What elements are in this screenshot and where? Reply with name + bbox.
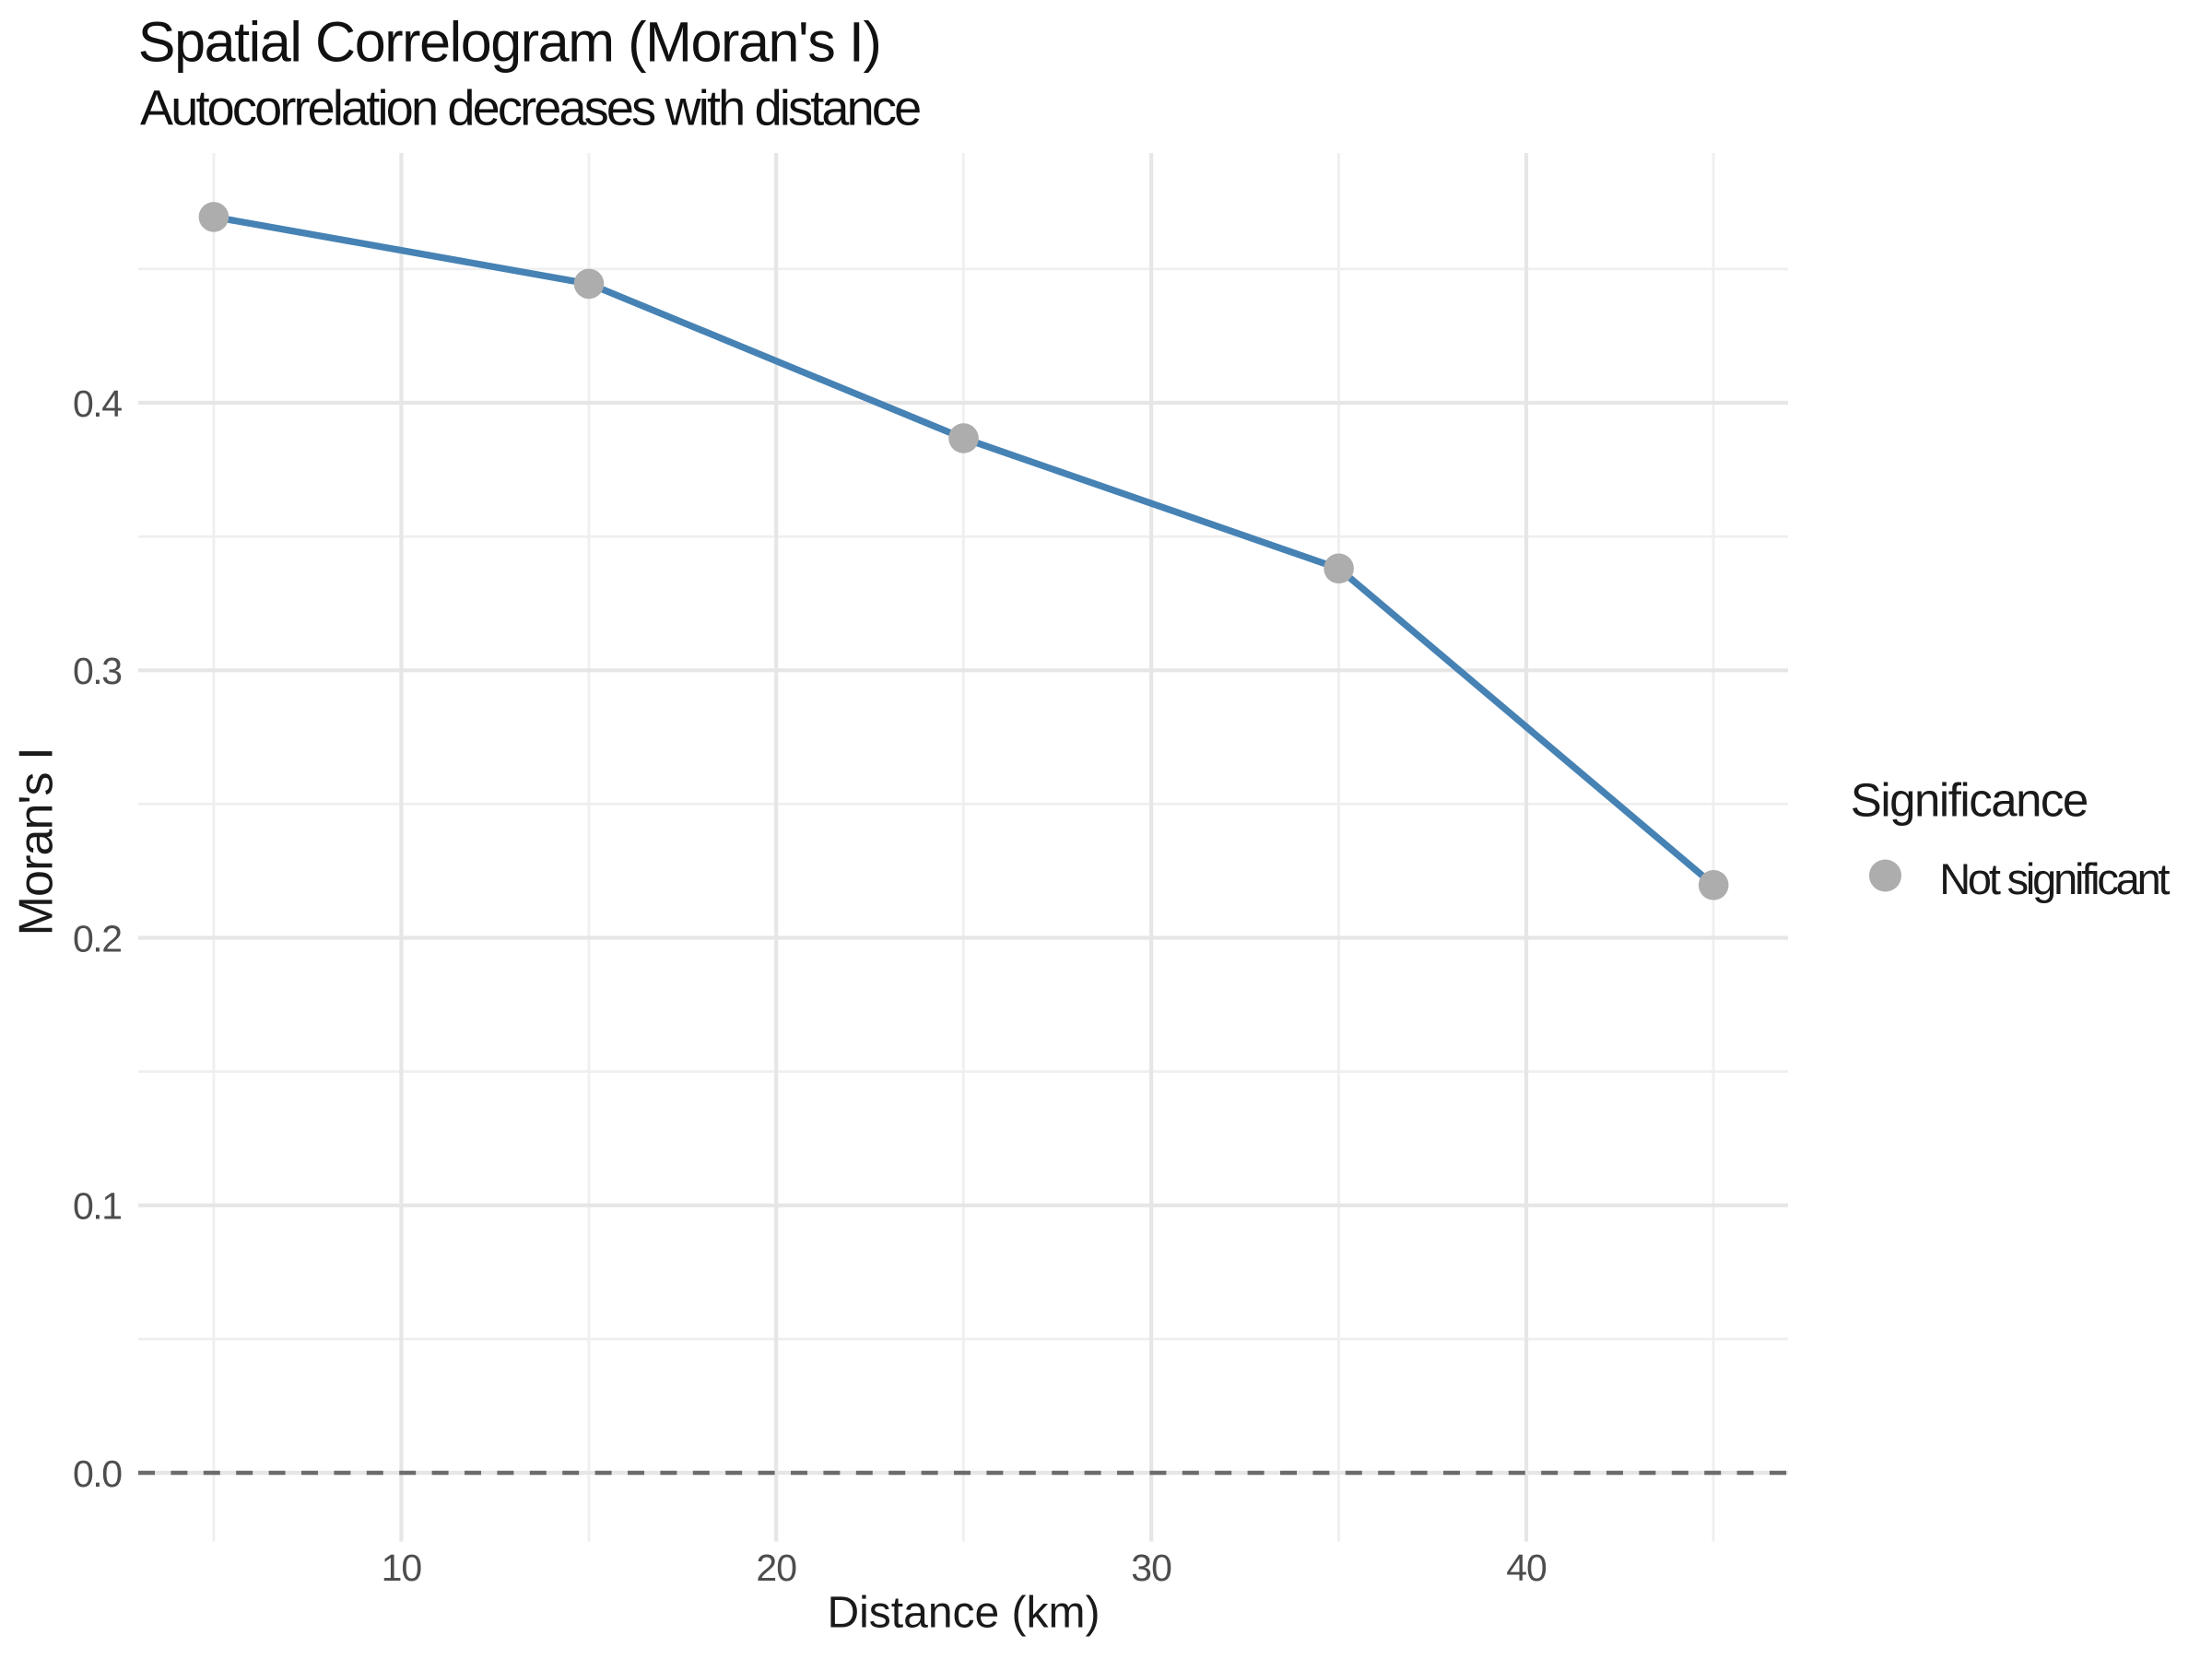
svg-text:20: 20 [756, 1547, 796, 1589]
svg-text:Moran's I: Moran's I [10, 747, 64, 935]
svg-text:Not significant: Not significant [1939, 854, 2170, 903]
svg-text:Autocorrelation decreases with: Autocorrelation decreases with distance [140, 81, 920, 136]
svg-text:30: 30 [1131, 1547, 1171, 1589]
svg-text:40: 40 [1506, 1547, 1547, 1589]
svg-text:Spatial Correlogram (Moran's I: Spatial Correlogram (Moran's I) [138, 11, 881, 74]
svg-text:Significance: Significance [1851, 774, 2088, 827]
svg-text:Distance (km): Distance (km) [827, 1588, 1100, 1637]
svg-text:0.1: 0.1 [73, 1185, 122, 1228]
svg-text:0.0: 0.0 [73, 1453, 122, 1495]
svg-text:0.2: 0.2 [73, 918, 122, 960]
svg-text:0.4: 0.4 [73, 382, 122, 425]
svg-text:10: 10 [382, 1547, 422, 1589]
svg-text:0.3: 0.3 [73, 650, 122, 692]
